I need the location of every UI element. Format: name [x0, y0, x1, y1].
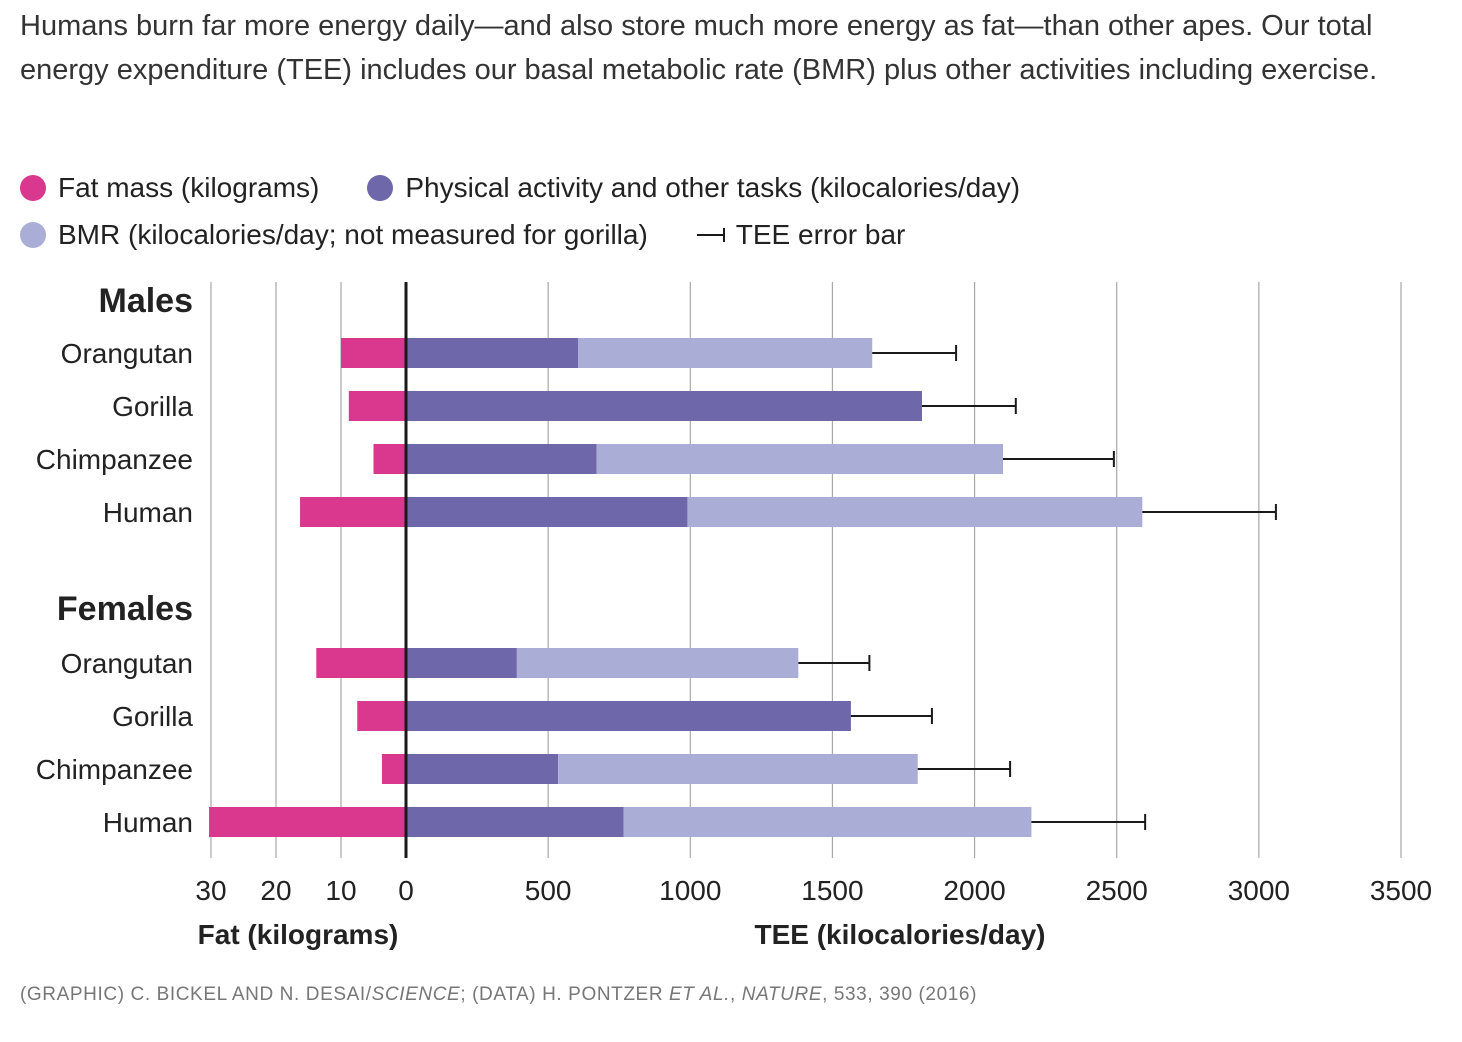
fat-bar [209, 807, 406, 837]
tee-tick-label: 2500 [1086, 875, 1148, 906]
credit-part-3-italic: NATURE [741, 984, 823, 1005]
row-label: Chimpanzee [36, 754, 193, 785]
legend-item-fat: Fat mass (kilograms) [20, 172, 319, 204]
fat-bar [348, 391, 406, 421]
row-label: Chimpanzee [36, 444, 193, 475]
tee-tick-label: 0 [398, 875, 414, 906]
legend-label-error: TEE error bar [735, 219, 906, 250]
activity-bar [406, 444, 597, 474]
group-header: Males [99, 282, 194, 320]
fat-bar [373, 444, 406, 474]
tee-tick-label: 3000 [1228, 875, 1290, 906]
legend-row-1: Fat mass (kilograms) Physical activity a… [20, 168, 1068, 208]
legend-item-activity: Physical activity and other tasks (kiloc… [367, 172, 1020, 204]
tee-tick-label: 1000 [659, 875, 721, 906]
legend-item-bmr: BMR (kilocalories/day; not measured for … [20, 219, 648, 251]
intro-text: Humans burn far more energy daily—and al… [20, 10, 1378, 86]
bmr-bar [623, 807, 1032, 837]
fat-tick-label: 30 [195, 875, 226, 906]
credit-part-1: (GRAPHIC) C. BICKEL AND N. DESAI/ [20, 984, 372, 1005]
fat-bar [357, 701, 406, 731]
row-label: Gorilla [112, 701, 193, 732]
bmr-bar [596, 444, 1003, 474]
activity-bar [406, 648, 517, 678]
tee-tick-label: 500 [525, 875, 572, 906]
bmr-bar [577, 338, 873, 368]
credit-part-2: ; (DATA) H. PONTZER [460, 984, 670, 1005]
fat-bar [300, 497, 406, 527]
legend-label-bmr: BMR (kilocalories/day; not measured for … [58, 219, 648, 250]
credit-part-1-italic: SCIENCE [371, 984, 461, 1005]
credit-part-4: , 533, 390 (2016) [822, 984, 978, 1005]
legend-label-fat: Fat mass (kilograms) [58, 172, 320, 203]
row-label: Orangutan [61, 338, 193, 369]
activity-bar [406, 701, 851, 731]
credit-part-3: , [730, 984, 742, 1005]
fat-axis-title: Fat (kilograms) [198, 919, 399, 950]
credit-part-2-italic: ET AL. [669, 984, 731, 1005]
activity-bar [406, 754, 559, 784]
activity-bar [406, 497, 688, 527]
row-label: Human [103, 807, 193, 838]
legend-item-error: TEE error bar [696, 219, 906, 251]
fat-tick-label: 20 [260, 875, 291, 906]
row-label: Orangutan [61, 648, 193, 679]
fat-bar [381, 754, 406, 784]
legend-row-2: BMR (kilocalories/day; not measured for … [20, 215, 953, 255]
group-header: Females [57, 590, 193, 628]
fat-bar [316, 648, 406, 678]
bmr-bar [687, 497, 1143, 527]
activity-bar [406, 338, 578, 368]
energy-fat-chart: Males Orangutan Gorilla Chimpanzee Human Fema… [36, 282, 1432, 950]
row-label: Human [103, 497, 193, 528]
bmr-bar [558, 754, 918, 784]
legend-label-activity: Physical activity and other tasks (kiloc… [405, 172, 1021, 203]
activity-bar [406, 391, 922, 421]
bmr-bar [516, 648, 799, 678]
activity-swatch-icon [367, 175, 394, 201]
tee-tick-label: 1500 [801, 875, 863, 906]
activity-bar [406, 807, 624, 837]
credit-line: (GRAPHIC) C. BICKEL AND N. DESAI/SCIENCE… [20, 984, 977, 1006]
row-label: Gorilla [112, 391, 193, 422]
fat-tick-label: 10 [325, 875, 356, 906]
bmr-swatch-icon [20, 222, 46, 248]
fat-swatch-icon [20, 175, 46, 201]
tee-tick-label: 2000 [943, 875, 1005, 906]
tee-tick-label: 3500 [1370, 875, 1432, 906]
fat-bar [341, 338, 406, 368]
tee-axis-title: TEE (kilocalories/day) [755, 919, 1046, 950]
error-bar-icon [696, 228, 725, 242]
